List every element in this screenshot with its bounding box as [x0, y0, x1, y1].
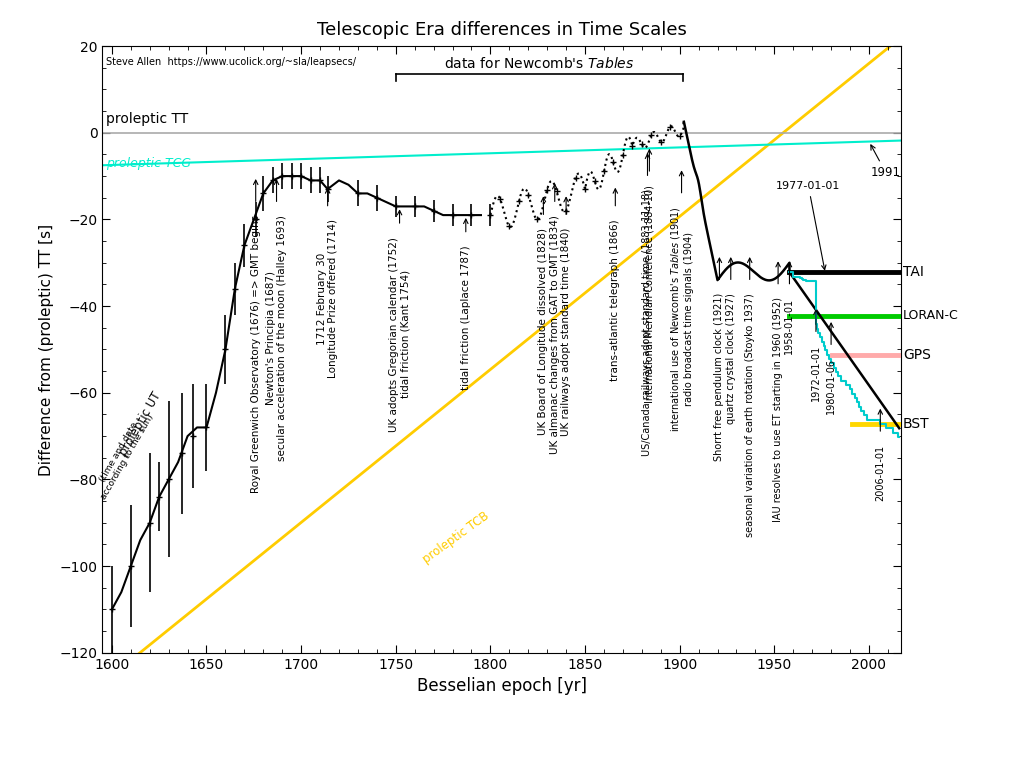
Title: Telescopic Era differences in Time Scales: Telescopic Era differences in Time Scale…: [316, 21, 687, 39]
Text: Shorrt free pendulum clock (1921): Shorrt free pendulum clock (1921): [715, 293, 724, 462]
Text: LORAN-C: LORAN-C: [903, 309, 958, 322]
Text: 1958-01-01: 1958-01-01: [784, 297, 795, 353]
Text: UK Board of Longitude dissolved (1828): UK Board of Longitude dissolved (1828): [539, 228, 549, 435]
Text: Newton's Principia (1687)
secular acceleration of the moon (Halley 1693): Newton's Principia (1687) secular accele…: [266, 215, 288, 461]
Text: tidal friction (Laplace 1787): tidal friction (Laplace 1787): [461, 246, 471, 390]
Text: 1712 February 30
Longitude Prize offered (1714): 1712 February 30 Longitude Prize offered…: [316, 220, 338, 379]
Text: IAU resolves to use ET starting in 1960 (1952): IAU resolves to use ET starting in 1960 …: [773, 297, 783, 522]
Text: US/Canada railways adopt standard time (1883-11-18): US/Canada railways adopt standard time (…: [642, 189, 652, 456]
Text: international use of Newcomb's $\mathit{Tables}$ (1901)
radio broadcast time sig: international use of Newcomb's $\mathit{…: [670, 207, 694, 432]
Text: 2006-01-01: 2006-01-01: [876, 445, 886, 501]
Text: trans-atlantic telegraph (1866): trans-atlantic telegraph (1866): [610, 220, 621, 381]
Text: UK adopts Gregorian calendar (1752)
tidal friction (Kant 1754): UK adopts Gregorian calendar (1752) tida…: [389, 237, 411, 432]
Text: International Meridian Conference (1884-10): International Meridian Conference (1884-…: [644, 185, 654, 402]
Text: proleptic TT: proleptic TT: [106, 112, 188, 126]
Text: BST: BST: [903, 417, 930, 431]
Text: TAI: TAI: [903, 265, 924, 280]
Text: proleptic TCB: proleptic TCB: [421, 509, 492, 566]
Text: quartz crystal clock (1927): quartz crystal clock (1927): [726, 293, 736, 424]
Text: proleptic UT: proleptic UT: [117, 389, 164, 458]
Text: (time and date
according to the sun): (time and date according to the sun): [90, 408, 156, 501]
Text: 1977-01-01: 1977-01-01: [776, 181, 841, 270]
Text: UK railways adopt standard time (1840): UK railways adopt standard time (1840): [561, 228, 571, 436]
X-axis label: Besselian epoch [yr]: Besselian epoch [yr]: [417, 677, 587, 695]
Y-axis label: Difference from (proleptic) TT [s]: Difference from (proleptic) TT [s]: [39, 223, 54, 475]
Text: UK almanac changes from GAT to GMT (1834): UK almanac changes from GAT to GMT (1834…: [550, 215, 560, 454]
Text: 1972-01-01: 1972-01-01: [811, 345, 821, 402]
Text: Steve Allen  https://www.ucolick.org/~sla/leapsecs/: Steve Allen https://www.ucolick.org/~sla…: [106, 57, 356, 67]
Text: 1991: 1991: [870, 145, 901, 179]
Text: 1980-01-06: 1980-01-06: [826, 358, 836, 414]
Text: Royal Greenwich Observatory (1676) => GMT begins: Royal Greenwich Observatory (1676) => GM…: [251, 215, 261, 493]
Text: proleptic TCG: proleptic TCG: [106, 157, 191, 170]
Text: data for Newcomb's $\mathit{Tables}$: data for Newcomb's $\mathit{Tables}$: [444, 56, 635, 71]
Text: GPS: GPS: [903, 348, 931, 362]
Text: seasonal variation of earth rotation (Stoyko 1937): seasonal variation of earth rotation (St…: [744, 293, 755, 537]
